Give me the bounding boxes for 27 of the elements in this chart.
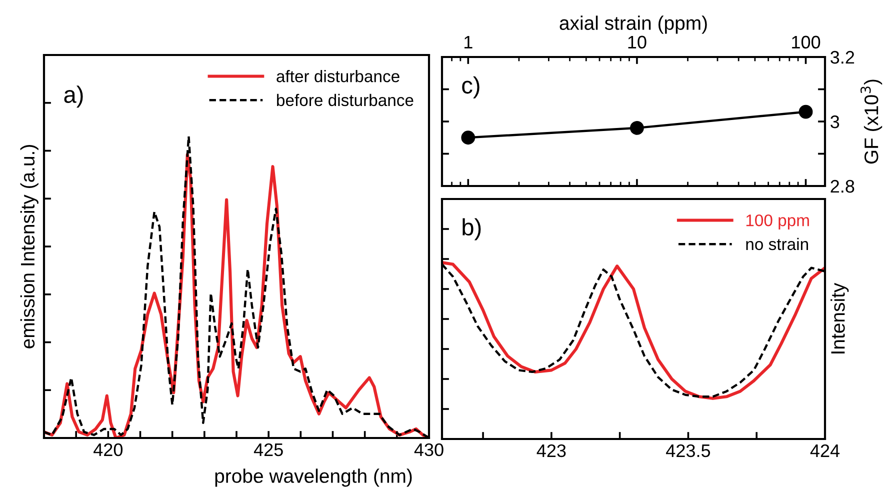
- legend-label: before disturbance: [277, 94, 414, 106]
- y-tick-label: 3: [830, 115, 840, 128]
- legend-label: no strain: [746, 238, 808, 250]
- point: [461, 130, 476, 145]
- x-tick-label: 10: [628, 36, 646, 49]
- y-axis-title: GF (x10$^{3}$): [860, 80, 882, 164]
- annotation: c): [462, 76, 480, 98]
- y-axis-title: emission Intensity (a.u.): [20, 145, 38, 348]
- x-axis-title: probe wavelength (nm): [215, 468, 412, 487]
- x-tick-label: 423.5: [666, 444, 710, 458]
- point: [798, 104, 813, 119]
- x-tick-label: 420: [94, 443, 123, 456]
- text: a): [64, 86, 83, 108]
- y-axis-title: Intensity: [830, 282, 849, 354]
- x-axis-title: axial strain (ppm): [560, 16, 707, 34]
- point: [630, 121, 644, 135]
- y-tick-label: 3.2: [830, 50, 854, 64]
- legend-label: 100 ppm: [746, 214, 809, 230]
- x-tick-label: 424: [810, 444, 840, 457]
- x-tick-label: 100: [792, 36, 820, 49]
- x-tick-label: 423: [536, 444, 566, 458]
- y-tick-label: 2.8: [830, 180, 854, 193]
- x-tick-label: 425: [254, 443, 283, 456]
- text: b): [462, 218, 481, 240]
- x-tick-label: 1: [464, 36, 472, 48]
- legend-label: after disturbance: [276, 70, 400, 82]
- x-tick-label: 430: [414, 443, 444, 456]
